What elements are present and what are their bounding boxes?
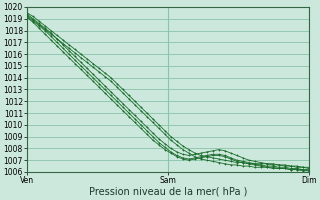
X-axis label: Pression niveau de la mer( hPa ): Pression niveau de la mer( hPa ) <box>89 187 247 197</box>
